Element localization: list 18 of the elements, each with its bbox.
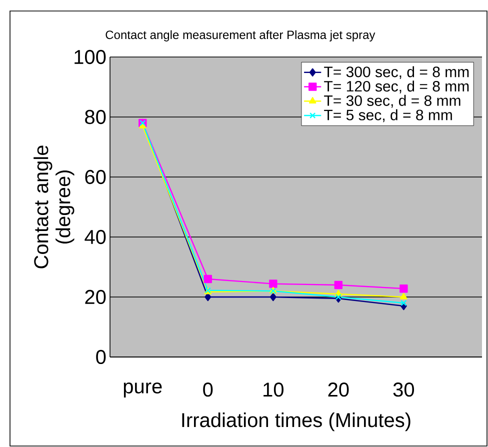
- x-tick-label: 20: [328, 382, 349, 397]
- legend-label: T= 5 sec, d = 8 mm: [324, 109, 452, 122]
- y-tick-label: 20: [85, 290, 106, 304]
- x-tick-label: 30: [393, 382, 414, 397]
- x-axis-title: Irradiation times (Minutes): [182, 412, 410, 432]
- y-tick-label: 100: [74, 50, 106, 64]
- x-tick-label: 0: [203, 382, 213, 397]
- legend-label: T= 120 sec, d = 8 mm: [324, 80, 469, 94]
- y-tick-label: 0: [96, 350, 106, 364]
- y-tick-label: 60: [85, 170, 106, 184]
- y-tick-label: 40: [84, 230, 106, 244]
- x-tick-label: pure: [124, 382, 162, 398]
- chart-title: Contact angle measurement after Plasma jet spray: [106, 30, 376, 42]
- y-axis-title: Contact angle (degree): [34, 146, 74, 268]
- y-tick-label: 80: [85, 110, 106, 124]
- legend-label: T= 30 sec, d = 8 mm: [324, 94, 460, 108]
- legend-label: T= 300 sec, d = 8 mm: [324, 66, 469, 79]
- x-tick-label: 10: [264, 382, 284, 397]
